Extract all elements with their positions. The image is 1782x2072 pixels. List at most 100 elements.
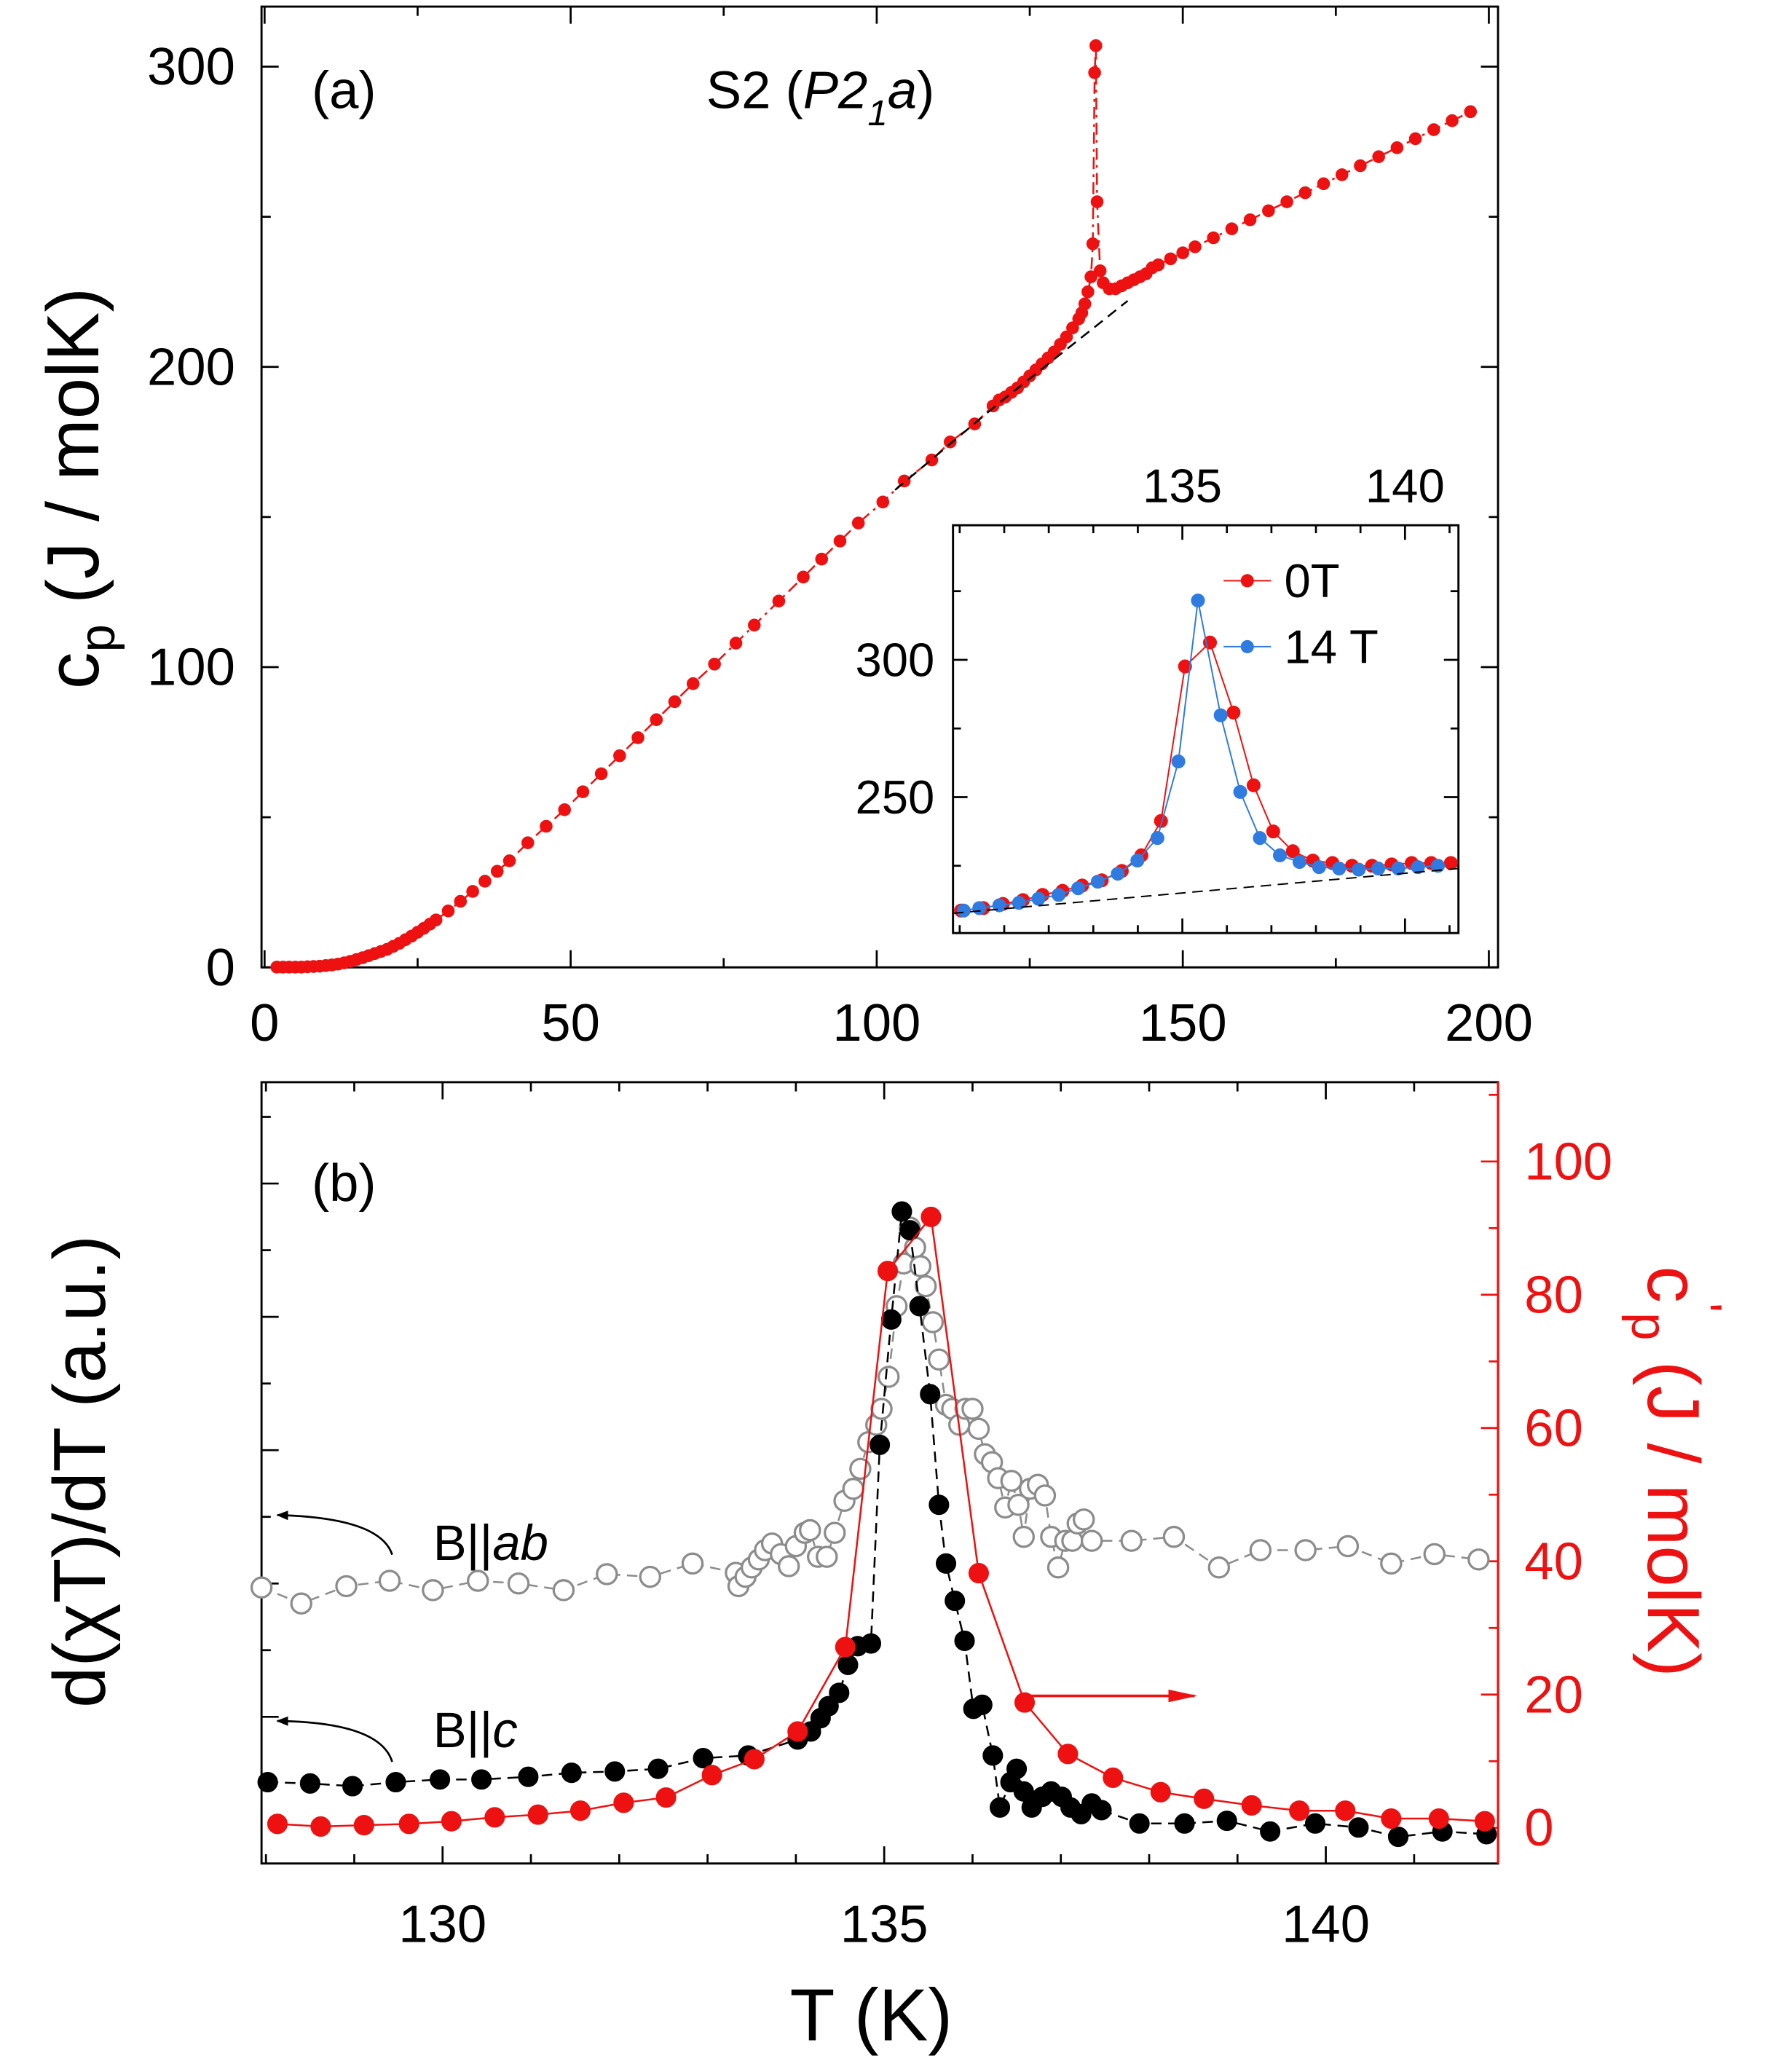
data-point (594, 767, 608, 781)
y2-tick-label: 60 (1524, 1398, 1583, 1457)
data-point (1266, 824, 1280, 839)
data-point (650, 713, 663, 726)
data-point (1151, 258, 1165, 272)
data-point (909, 1296, 930, 1317)
data-point (1233, 784, 1247, 799)
data-point (777, 1555, 800, 1577)
data-point (880, 1309, 902, 1330)
data-point (1411, 860, 1425, 875)
data-point (842, 1478, 864, 1500)
label-part: a (888, 61, 917, 120)
annotation: B||ab (433, 1515, 548, 1571)
data-point (454, 894, 468, 908)
annotation: (a) (312, 61, 376, 120)
label-part: B|| (433, 1515, 493, 1571)
data-point (1298, 186, 1312, 200)
x-axis-label: T (K) (790, 1974, 953, 2057)
data-point (467, 1569, 489, 1592)
data-point (891, 1201, 912, 1222)
data-point (1081, 285, 1095, 299)
data-point (1033, 1484, 1057, 1507)
y2-tick-label: 100 (1524, 1132, 1612, 1191)
x-tick-label: 135 (1143, 459, 1222, 512)
data-point (441, 904, 455, 918)
data-point (1073, 1508, 1095, 1531)
data-point (1285, 844, 1300, 859)
data-point (909, 1255, 932, 1277)
data-point (1390, 141, 1404, 154)
label-part: ' (1676, 1303, 1733, 1312)
data-point (815, 552, 829, 566)
data-point (1431, 859, 1446, 873)
data-point (430, 1769, 451, 1790)
data-point (1216, 1811, 1237, 1832)
data-point (1129, 1813, 1150, 1834)
data-point (353, 1815, 374, 1836)
y-tick-label: 300 (147, 37, 235, 96)
data-point (968, 1563, 989, 1584)
data-point (1336, 1535, 1360, 1558)
data-point (851, 516, 865, 529)
data-point (686, 677, 700, 690)
data-point (787, 1721, 808, 1742)
data-point (310, 1816, 331, 1837)
data-point (989, 1797, 1011, 1818)
data-point (1280, 195, 1293, 208)
data-point (521, 836, 535, 849)
data-point (378, 1569, 401, 1592)
x-tick-label: 130 (398, 1895, 486, 1954)
data-point (1178, 659, 1192, 674)
data-point (929, 1494, 950, 1516)
data-point (1078, 297, 1092, 310)
data-point (1150, 831, 1164, 846)
data-point (441, 1811, 462, 1832)
data-point (398, 1813, 419, 1835)
data-point (1225, 222, 1239, 235)
y2-axis-label: c'p (J / molK) (1622, 1266, 1733, 1677)
data-point (1354, 159, 1367, 173)
label-part: d(χT)/dT (a.u.) (38, 1235, 121, 1708)
data-point (729, 637, 743, 650)
data-point (385, 1771, 406, 1793)
data-point (1372, 150, 1385, 163)
legend-marker (1240, 574, 1254, 588)
data-point (837, 1654, 859, 1675)
annotation: (b) (312, 1154, 376, 1213)
data-point (540, 819, 553, 833)
y2-tick-label: 0 (1524, 1798, 1553, 1857)
x-tick-label: 140 (1365, 459, 1445, 512)
label-part: p (68, 624, 125, 652)
data-point (1188, 240, 1202, 253)
data-point (1332, 862, 1347, 876)
data-point (956, 903, 971, 918)
data-point (1474, 1811, 1495, 1832)
data-point (1467, 1548, 1490, 1571)
data-point (921, 1311, 945, 1334)
label-part: c (492, 1702, 517, 1758)
data-point (1348, 1817, 1369, 1838)
data-point (833, 535, 847, 548)
data-point (920, 1384, 941, 1405)
data-point (1066, 321, 1079, 334)
data-point (1246, 778, 1261, 792)
data-point (250, 1576, 273, 1599)
data-point (860, 1633, 882, 1654)
data-point (1446, 114, 1459, 127)
label-part: P2 (803, 61, 868, 120)
data-point (1241, 1795, 1262, 1816)
label-part: ) (917, 61, 934, 120)
data-point (681, 1552, 704, 1575)
data-point (961, 1398, 984, 1420)
data-point (877, 1261, 899, 1282)
data-point (870, 1398, 893, 1420)
label-part: B|| (433, 1702, 493, 1758)
label-part: c (1632, 1266, 1715, 1303)
x-tick-label: 100 (832, 993, 920, 1052)
y2-tick-label: 40 (1524, 1532, 1583, 1591)
data-point (1423, 1543, 1446, 1566)
data-point (1093, 264, 1107, 277)
x-tick-label: 135 (840, 1895, 929, 1954)
data-point (257, 1771, 278, 1793)
data-point (552, 1579, 575, 1602)
data-point (982, 1745, 1004, 1766)
